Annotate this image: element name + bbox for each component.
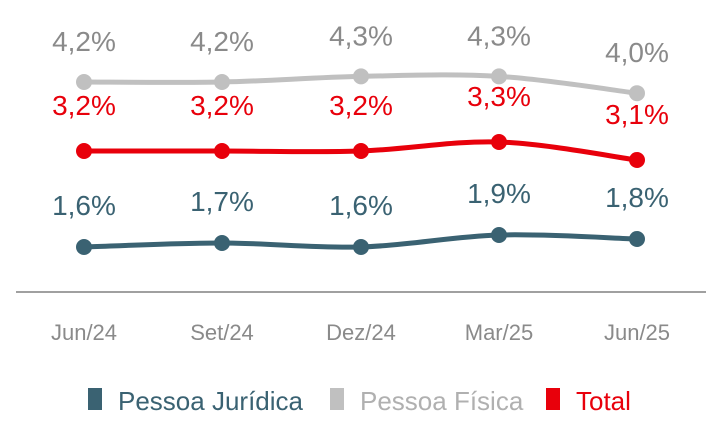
x-tick-label: Jun/24 — [51, 320, 117, 345]
data-point-pessoa-juridica — [214, 235, 230, 251]
data-label-pessoa-fisica: 4,2% — [190, 26, 254, 57]
data-label-pessoa-juridica: 1,6% — [329, 190, 393, 221]
data-point-pessoa-juridica — [491, 227, 507, 243]
data-label-pessoa-juridica: 1,9% — [467, 178, 531, 209]
legend-label-pessoa-fisica: Pessoa Física — [360, 386, 524, 416]
x-tick-label: Set/24 — [190, 320, 254, 345]
data-label-total: 3,2% — [190, 90, 254, 121]
data-label-pessoa-fisica: 4,3% — [329, 20, 393, 51]
data-point-pessoa-fisica — [491, 68, 507, 85]
series-layer — [76, 68, 645, 255]
x-tick-label: Jun/25 — [604, 320, 670, 345]
data-labels-layer: 4,2% 4,2% 4,3% 4,3% 4,0% 3,2% 3,2% 3,2% 3,3% 3,1%… — [52, 20, 669, 221]
x-axis-ticks: Jun/24 Set/24 Dez/24 Mar/25 Jun/25 — [51, 320, 670, 345]
data-point-pessoa-fisica — [76, 74, 92, 90]
data-point-pessoa-juridica — [76, 239, 92, 255]
legend: Pessoa Jurídica Pessoa Física Total — [88, 386, 631, 416]
data-point-pessoa-juridica — [353, 239, 369, 255]
data-label-pessoa-fisica: 4,0% — [605, 37, 669, 68]
data-label-pessoa-juridica: 1,6% — [52, 190, 116, 221]
data-point-pessoa-fisica — [353, 68, 369, 85]
legend-swatch-total — [546, 388, 560, 410]
data-point-pessoa-fisica — [629, 85, 645, 102]
data-point-total — [214, 143, 230, 159]
legend-swatch-pessoa-fisica — [330, 388, 344, 410]
x-tick-label: Mar/25 — [465, 320, 533, 345]
legend-label-total: Total — [576, 386, 631, 416]
data-point-total — [491, 134, 507, 150]
data-label-total: 3,2% — [329, 90, 393, 121]
legend-swatch-pessoa-juridica — [88, 388, 102, 410]
data-point-pessoa-fisica — [214, 74, 230, 90]
data-point-total — [629, 152, 645, 168]
data-label-pessoa-juridica: 1,7% — [190, 186, 254, 217]
data-label-pessoa-fisica: 4,3% — [467, 20, 531, 51]
data-label-pessoa-fisica: 4,2% — [52, 26, 116, 57]
data-label-pessoa-juridica: 1,8% — [605, 182, 669, 213]
x-tick-label: Dez/24 — [326, 320, 396, 345]
data-point-total — [353, 143, 369, 159]
data-label-total: 3,2% — [52, 90, 116, 121]
data-label-total: 3,3% — [467, 81, 531, 112]
legend-label-pessoa-juridica: Pessoa Jurídica — [118, 386, 304, 416]
data-point-total — [76, 143, 92, 159]
data-label-total: 3,1% — [605, 99, 669, 130]
data-point-pessoa-juridica — [629, 231, 645, 247]
